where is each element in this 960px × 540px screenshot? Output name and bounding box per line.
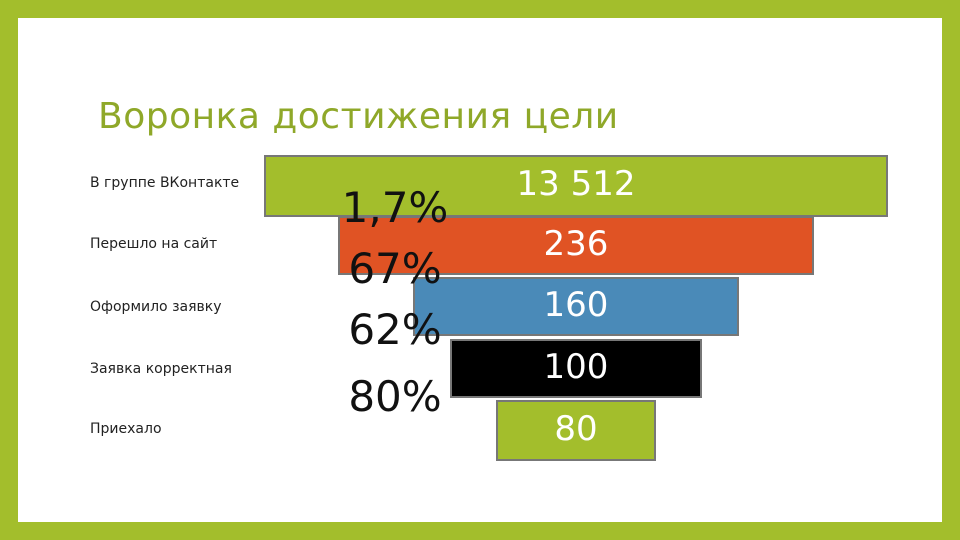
funnel-bar [450, 339, 702, 398]
conversion-rate-label: 62% [348, 305, 442, 354]
funnel-value-label: 160 [543, 284, 609, 325]
conversion-rate-label: 1,7% [341, 183, 449, 232]
conversion-rate-label: 80% [348, 372, 442, 421]
funnel-stage-label: Заявка корректная [90, 361, 232, 377]
funnel-value-label: 80 [554, 408, 598, 449]
funnel-bar [338, 216, 814, 275]
funnel-stage-label: Оформило заявку [90, 299, 222, 315]
conversion-rate-label: 67% [348, 244, 442, 293]
funnel-stage-label: Перешло на сайт [90, 236, 218, 252]
funnel-stage-label: В группе ВКонтакте [90, 175, 240, 191]
funnel-stage-label: Приехало [90, 421, 162, 437]
funnel-value-label: 13 512 [516, 164, 636, 204]
funnel-value-label: 100 [543, 346, 609, 387]
funnel-bar [413, 277, 739, 336]
funnel-value-label: 236 [543, 223, 609, 264]
slide-title: Воронка достижения цели [98, 96, 619, 137]
funnel-bar [496, 400, 656, 461]
slide: Воронка достижения цели В группе ВКонтак… [18, 18, 942, 522]
